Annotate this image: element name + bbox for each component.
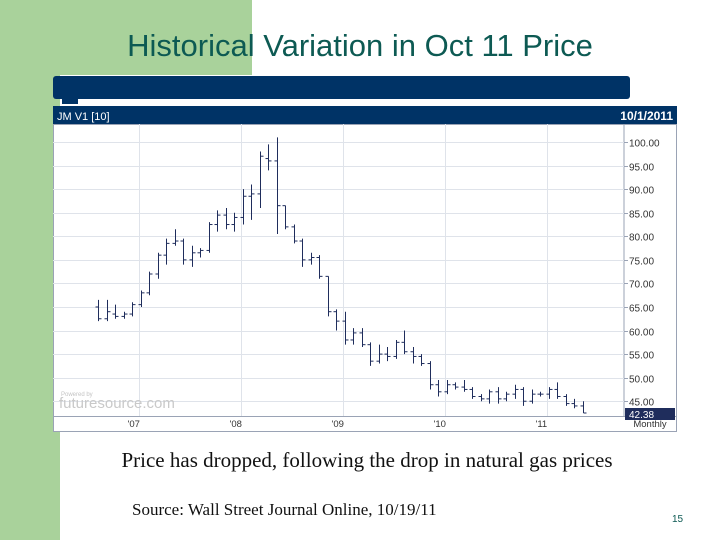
- x-tick-label: '10: [434, 419, 446, 430]
- ohlc-bar: [359, 328, 366, 348]
- price-chart: JM V1 [10] 10/1/2011 Powered by futureso…: [53, 106, 677, 432]
- watermark-small: Powered by: [61, 392, 93, 398]
- title-underline-bar: [53, 76, 630, 99]
- ohlc-bar: [104, 299, 111, 322]
- ohlc-bar: [172, 229, 179, 246]
- ohlc-bar: [503, 391, 510, 402]
- ohlc-bar: [206, 222, 213, 253]
- ohlc-bar: [189, 245, 196, 267]
- ohlc-bar: [197, 248, 204, 258]
- ohlc-bar: [214, 210, 221, 232]
- ohlc-bar: [223, 208, 230, 230]
- ohlc-bar: [546, 387, 553, 399]
- y-tick-label: 50.00: [629, 375, 654, 386]
- ohlc-bar: [231, 212, 238, 232]
- chart-caption: Price has dropped, following the drop in…: [121, 448, 613, 472]
- x-tick-label: '11: [536, 419, 548, 430]
- ohlc-bar: [554, 382, 561, 399]
- last-price-box: [625, 408, 675, 420]
- chart-header-bar: [53, 106, 677, 124]
- ohlc-bar: [401, 330, 408, 355]
- ohlc-bar: [571, 398, 578, 409]
- title-underline-stub: [62, 99, 78, 104]
- ohlc-bar: [537, 391, 544, 397]
- ohlc-bar: [384, 347, 391, 362]
- ohlc-bar: [563, 394, 570, 406]
- last-price-label: 42.38: [629, 410, 654, 421]
- x-tick-label: '07: [128, 419, 140, 430]
- ohlc-bar: [520, 387, 527, 406]
- ohlc-bar: [410, 347, 417, 364]
- ohlc-bar: [393, 339, 400, 359]
- ohlc-bar: [478, 394, 485, 402]
- ohlc-bar: [529, 389, 536, 404]
- y-tick-label: 95.00: [629, 163, 654, 174]
- y-tick-label: 65.00: [629, 304, 654, 315]
- ohlc-bar: [435, 380, 442, 397]
- ohlc-bar: [469, 387, 476, 399]
- ohlc-bar: [333, 309, 340, 331]
- y-tick-label: 100.00: [629, 139, 660, 150]
- ohlc-chart-svg: JM V1 [10] 10/1/2011 Powered by futureso…: [53, 106, 677, 432]
- ohlc-bar: [350, 328, 357, 345]
- ohlc-bar: [121, 311, 128, 319]
- x-tick-label: '09: [332, 419, 344, 430]
- ohlc-bar: [308, 252, 315, 265]
- ohlc-bar: [155, 252, 162, 279]
- ohlc-bar: [282, 205, 289, 230]
- y-tick-label: 55.00: [629, 351, 654, 362]
- ohlc-bar: [265, 144, 272, 171]
- ohlc-bar: [257, 151, 264, 209]
- ohlc-bar: [325, 275, 332, 317]
- ohlc-bar: [444, 380, 451, 395]
- ohlc-bar: [418, 354, 425, 366]
- ohlc-bar: [163, 238, 170, 265]
- ohlc-bar: [512, 384, 519, 399]
- ohlc-bar: [376, 344, 383, 364]
- ohlc-bar: [274, 137, 281, 234]
- ohlc-bar: [240, 189, 247, 225]
- chart-date: 10/1/2011: [620, 109, 673, 123]
- futuresource-watermark: Powered by futuresource.com: [59, 392, 175, 412]
- ohlc-bar: [129, 302, 136, 317]
- ohlc-bar: [95, 299, 102, 322]
- chart-symbol: JM V1 [10]: [57, 111, 110, 123]
- ohlc-bar: [112, 304, 119, 319]
- ohlc-bar: [291, 224, 298, 244]
- green-accent-left: [0, 0, 60, 540]
- y-tick-label: 90.00: [629, 186, 654, 197]
- x-axis-labels: '07 '08 '09 '10 '11: [128, 419, 548, 430]
- slide-title: Historical Variation in Oct 11 Price: [127, 28, 593, 63]
- ohlc-bar: [367, 342, 374, 366]
- y-tick-label: 85.00: [629, 210, 654, 221]
- y-tick-label: 45.00: [629, 398, 654, 409]
- ohlc-bar: [248, 184, 255, 220]
- ohlc-bar: [486, 389, 493, 404]
- slide-number: 15: [672, 514, 684, 525]
- watermark-brand: futuresource.com: [59, 395, 175, 412]
- ohlc-bar: [180, 238, 187, 265]
- ohlc-bar: [427, 361, 434, 390]
- ohlc-bar: [146, 271, 153, 296]
- ohlc-bars: [95, 137, 587, 414]
- y-tick-label: 75.00: [629, 257, 654, 268]
- ohlc-bar: [138, 290, 145, 307]
- y-tick-label: 70.00: [629, 280, 654, 291]
- ohlc-bar: [316, 255, 323, 279]
- chart-border: [53, 124, 677, 432]
- ohlc-bar: [452, 382, 459, 390]
- ohlc-bar: [461, 380, 468, 392]
- y-tick-label: 60.00: [629, 328, 654, 339]
- y-tick-label: 80.00: [629, 233, 654, 244]
- ohlc-bar: [299, 238, 306, 267]
- ohlc-bar: [580, 401, 587, 414]
- grid-layer: [53, 124, 677, 417]
- source-note: Source: Wall Street Journal Online, 10/1…: [132, 500, 437, 519]
- y-axis-labels: 100.00 95.00 90.00 85.00 80.00 75.00 70.00 65.0…: [629, 139, 660, 409]
- x-tick-label: '08: [230, 419, 242, 430]
- interval-label: Monthly: [633, 419, 667, 430]
- ohlc-bar: [495, 387, 502, 404]
- ohlc-bar: [342, 311, 349, 345]
